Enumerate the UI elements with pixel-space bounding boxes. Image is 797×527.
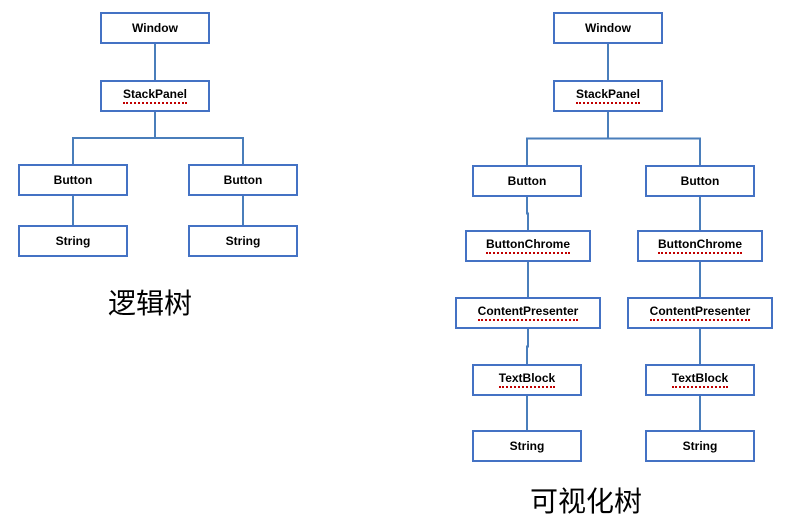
node-r-btn1: Button <box>472 165 582 197</box>
node-l-stack: StackPanel <box>100 80 210 112</box>
node-r-tb2: TextBlock <box>645 364 755 396</box>
node-r-chrome2: ButtonChrome <box>637 230 763 262</box>
node-r-cp1: ContentPresenter <box>455 297 601 329</box>
node-r-tb1: TextBlock <box>472 364 582 396</box>
node-l-btn1: Button <box>18 164 128 196</box>
node-l-btn2: Button <box>188 164 298 196</box>
caption-right: 可视化树 <box>530 480 642 520</box>
caption-left: 逻辑树 <box>108 282 192 322</box>
node-r-str1: String <box>472 430 582 462</box>
node-r-str2: String <box>645 430 755 462</box>
diagram-canvas: Window StackPanel Button Button String S… <box>0 0 797 527</box>
node-l-str2: String <box>188 225 298 257</box>
node-r-btn2: Button <box>645 165 755 197</box>
node-l-str1: String <box>18 225 128 257</box>
node-r-chrome1: ButtonChrome <box>465 230 591 262</box>
node-r-cp2: ContentPresenter <box>627 297 773 329</box>
node-r-stack: StackPanel <box>553 80 663 112</box>
node-l-window: Window <box>100 12 210 44</box>
node-r-window: Window <box>553 12 663 44</box>
